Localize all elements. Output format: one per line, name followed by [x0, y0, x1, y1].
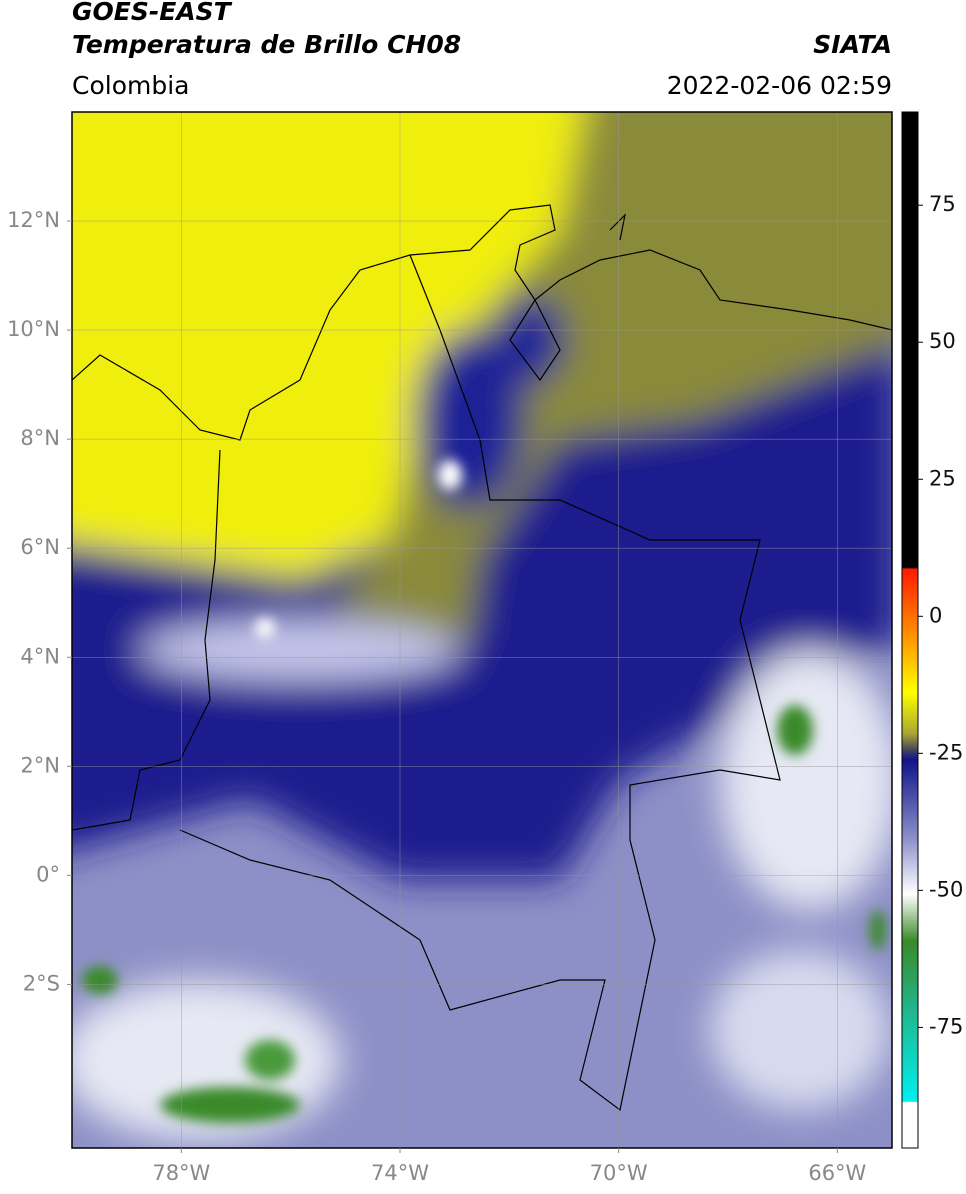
colombia-border: [179, 254, 781, 1112]
cirrus: [710, 950, 890, 1110]
colorbar-tick-label: 75: [929, 192, 956, 216]
lake: [509, 299, 561, 382]
map-frame: [71, 111, 893, 1149]
deep-convection: [82, 460, 886, 1123]
coastline: [72, 204, 892, 441]
x-tick-label: 78°W: [152, 1161, 210, 1185]
datetime-label: 2022-02-06 02:59: [667, 71, 892, 100]
y-tick-label: 2°S: [23, 971, 60, 995]
y-tick-label: 10°N: [7, 317, 60, 341]
colorbar-tick-label: -75: [929, 1014, 963, 1038]
warm-region: [72, 112, 584, 580]
satellite-image: [72, 112, 892, 1148]
cirrus: [140, 620, 460, 680]
source-label: SIATA: [813, 30, 892, 59]
colorbar-tick-label: -25: [929, 740, 963, 764]
x-tick-label: 70°W: [590, 1161, 648, 1185]
pacific-coast: [72, 449, 221, 831]
colorbar-tick-label: 0: [929, 603, 942, 627]
graticule: [72, 112, 892, 1148]
y-tick-label: 4°N: [20, 644, 60, 668]
y-tick-label: 0°: [36, 862, 60, 886]
cloud-field: [72, 112, 892, 1140]
y-tick-label: 12°N: [7, 208, 60, 232]
x-tick-label: 66°W: [808, 1161, 866, 1185]
island: [609, 213, 626, 241]
colorbar-tick-label: -50: [929, 877, 963, 901]
region-label: Colombia: [72, 71, 189, 100]
borders: [72, 204, 892, 1112]
product-title: Temperatura de Brillo CH08: [72, 30, 461, 59]
colorbar-tick-label: 25: [929, 466, 956, 490]
cold-band: [72, 302, 892, 880]
y-tick-label: 2°N: [20, 753, 60, 777]
y-tick-label: 8°N: [20, 426, 60, 450]
colorbar-tick-label: 50: [929, 329, 956, 353]
satellite-title: GOES-EAST: [72, 0, 233, 26]
cirrus: [720, 650, 892, 910]
colorbar: [901, 111, 919, 1149]
x-tick-label: 74°W: [371, 1161, 429, 1185]
y-tick-label: 6°N: [20, 535, 60, 559]
convection: [495, 295, 565, 385]
